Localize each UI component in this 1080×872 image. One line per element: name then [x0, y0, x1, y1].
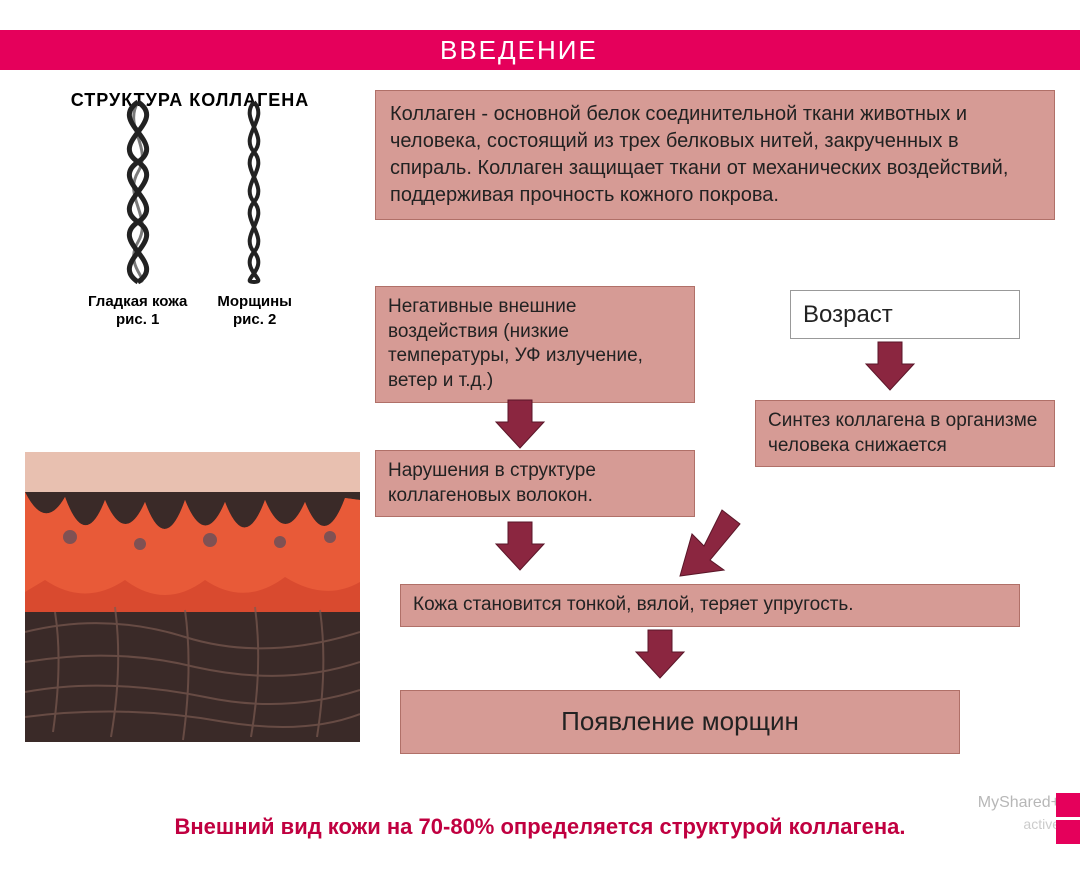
watermark-active: active	[1023, 816, 1060, 832]
footer-statement: Внешний вид кожи на 70-80% определяется …	[40, 814, 1040, 840]
watermark-myshared: MyShared+	[978, 794, 1060, 812]
helix-row: Гладкая кожа рис. 1 Морщины рис. 2	[30, 119, 350, 329]
node-skin-thin: Кожа становится тонкой, вялой, теряет уп…	[400, 584, 1020, 627]
helix-smooth-icon	[93, 97, 183, 287]
helix-wrinkle: Морщины рис. 2	[217, 97, 292, 329]
node-disruption: Нарушения в структуре коллагеновых волок…	[375, 450, 695, 517]
collagen-structure-title: СТРУКТУРА КОЛЛАГЕНА	[30, 90, 350, 111]
collagen-structure-panel: СТРУКТУРА КОЛЛАГЕНА Гладкая кожа рис. 1	[30, 90, 350, 329]
accent-square-1	[1056, 820, 1080, 844]
node-synthesis-decrease: Синтез коллагена в организме человека сн…	[755, 400, 1055, 467]
helix-wrinkle-icon	[227, 97, 282, 287]
page-title: ВВЕДЕНИЕ	[440, 35, 598, 66]
helix-smooth-label: Гладкая кожа рис. 1	[88, 293, 187, 329]
node-wrinkles: Появление морщин	[400, 690, 960, 754]
skin-cross-section-image	[25, 452, 360, 742]
node-age: Возраст	[790, 290, 1020, 339]
intro-text-box: Коллаген - основной белок соединительной…	[375, 90, 1055, 220]
node-external-factors: Негативные внешние воздействия (низкие т…	[375, 286, 695, 403]
accent-square-2	[1056, 793, 1080, 817]
helix-wrinkle-label: Морщины рис. 2	[217, 293, 292, 329]
helix-smooth: Гладкая кожа рис. 1	[88, 97, 187, 329]
header-bar: ВВЕДЕНИЕ	[0, 30, 1080, 70]
